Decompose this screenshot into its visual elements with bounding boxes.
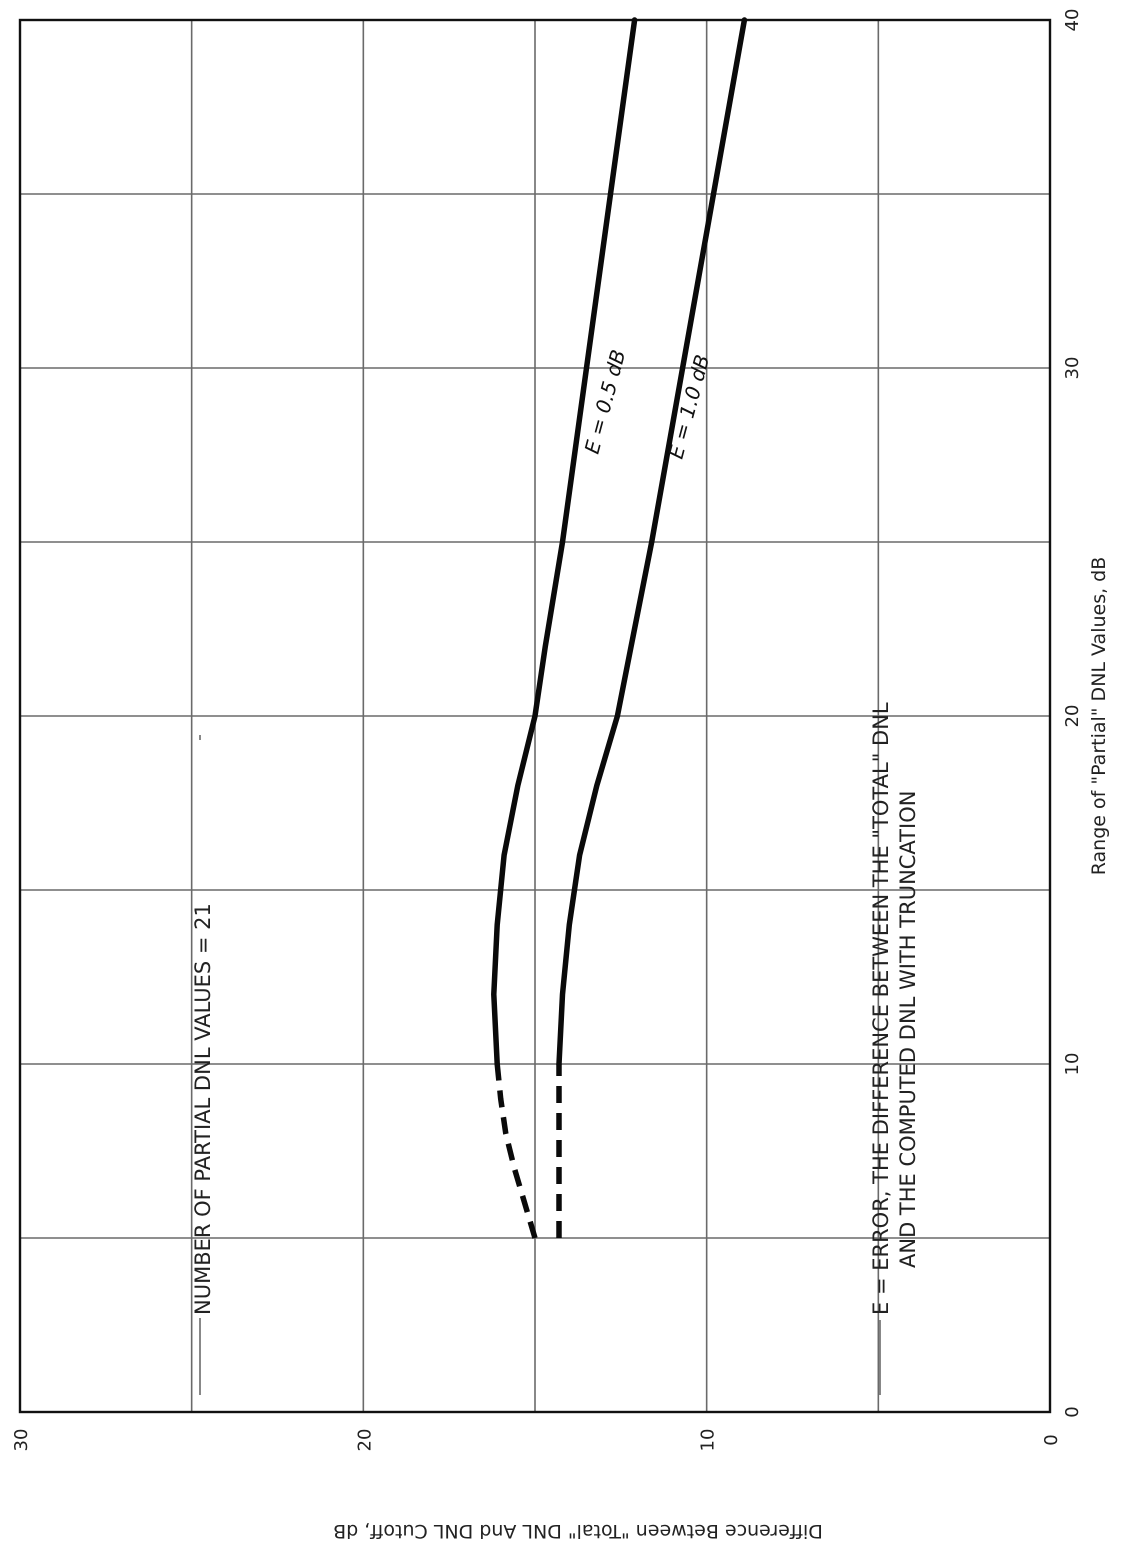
x-tick-label: 40 xyxy=(1062,9,1083,32)
count-annotation-text: NUMBER OF PARTIAL DNL VALUES = 21 xyxy=(191,903,215,1315)
y-tick-label: 10 xyxy=(698,1429,719,1452)
x-axis-title: Range of "Partial" DNL Values, dB xyxy=(1088,557,1110,876)
x-tick-labels: 0 10 20 30 40 xyxy=(1062,9,1083,1418)
x-tick-label: 30 xyxy=(1062,357,1083,380)
x-tick-label: 20 xyxy=(1062,705,1083,728)
definition-annotation-line1: E = ERROR, THE DIFFERENCE BETWEEN THE "T… xyxy=(869,702,893,1315)
series-0-dashed-line xyxy=(494,1063,538,1239)
definition-annotation: E = ERROR, THE DIFFERENCE BETWEEN THE "T… xyxy=(869,702,920,1395)
series-0-solid-line xyxy=(491,17,638,1067)
count-annotation: NUMBER OF PARTIAL DNL VALUES = 21 xyxy=(191,735,215,1395)
series-layer xyxy=(491,17,748,1239)
plot-frame xyxy=(18,18,1052,1414)
series-1-solid-line xyxy=(556,17,748,1067)
y-axis-title: Difference Between "Total" DNL And DNL C… xyxy=(333,1520,823,1542)
y-tick-label: 0 xyxy=(1041,1434,1062,1445)
y-tick-labels: 30 20 10 0 xyxy=(11,1429,1062,1452)
x-tick-label: 10 xyxy=(1062,1053,1083,1076)
y-tick-label: 30 xyxy=(11,1429,32,1452)
definition-annotation-line2: AND THE COMPUTED DNL WITH TRUNCATION xyxy=(896,791,920,1268)
y-tick-label: 20 xyxy=(354,1429,375,1452)
x-tick-label: 0 xyxy=(1062,1406,1083,1417)
